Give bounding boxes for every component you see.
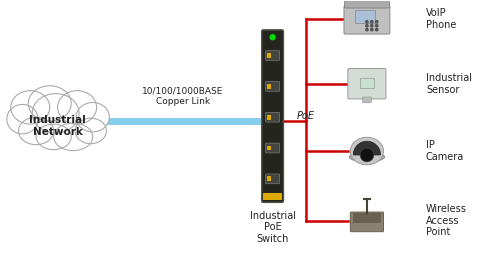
- FancyBboxPatch shape: [344, 0, 389, 8]
- Circle shape: [370, 25, 373, 27]
- Circle shape: [366, 28, 368, 31]
- Ellipse shape: [7, 104, 38, 134]
- Ellipse shape: [57, 91, 97, 124]
- FancyBboxPatch shape: [266, 82, 280, 91]
- FancyBboxPatch shape: [350, 212, 384, 232]
- Ellipse shape: [350, 137, 384, 165]
- FancyBboxPatch shape: [267, 146, 271, 150]
- Circle shape: [270, 35, 275, 40]
- Ellipse shape: [11, 91, 50, 124]
- Ellipse shape: [32, 94, 79, 133]
- Circle shape: [360, 148, 374, 162]
- Text: Industrial
PoE
Switch: Industrial PoE Switch: [250, 211, 296, 244]
- FancyBboxPatch shape: [360, 78, 374, 88]
- Ellipse shape: [75, 118, 106, 144]
- Circle shape: [366, 25, 368, 27]
- Text: Industrial
Sensor: Industrial Sensor: [426, 73, 472, 94]
- FancyBboxPatch shape: [363, 97, 371, 103]
- Text: Wireless
Access
Point: Wireless Access Point: [426, 204, 467, 237]
- Ellipse shape: [36, 124, 71, 150]
- Text: IP
Camera: IP Camera: [426, 140, 464, 162]
- Text: 10/100/1000BASE
Copper Link: 10/100/1000BASE Copper Link: [142, 86, 224, 106]
- Wedge shape: [353, 141, 381, 155]
- FancyBboxPatch shape: [266, 112, 280, 122]
- Circle shape: [375, 21, 378, 23]
- Text: Industrial
Network: Industrial Network: [29, 115, 86, 137]
- FancyBboxPatch shape: [267, 115, 271, 120]
- Ellipse shape: [18, 117, 54, 145]
- Ellipse shape: [28, 86, 71, 121]
- FancyBboxPatch shape: [266, 143, 280, 153]
- Ellipse shape: [54, 123, 93, 151]
- Circle shape: [366, 21, 368, 23]
- FancyBboxPatch shape: [267, 53, 271, 58]
- FancyBboxPatch shape: [355, 10, 375, 23]
- FancyBboxPatch shape: [348, 69, 386, 99]
- Ellipse shape: [76, 102, 109, 132]
- Circle shape: [370, 28, 373, 31]
- Text: PoE: PoE: [297, 111, 315, 121]
- Ellipse shape: [349, 152, 384, 162]
- FancyBboxPatch shape: [267, 84, 271, 89]
- FancyBboxPatch shape: [262, 30, 284, 202]
- Text: VoIP
Phone: VoIP Phone: [426, 8, 456, 30]
- FancyBboxPatch shape: [263, 193, 282, 200]
- Circle shape: [375, 28, 378, 31]
- FancyBboxPatch shape: [267, 177, 271, 181]
- Circle shape: [370, 21, 373, 23]
- FancyBboxPatch shape: [266, 174, 280, 184]
- Circle shape: [375, 25, 378, 27]
- FancyBboxPatch shape: [344, 6, 390, 34]
- FancyBboxPatch shape: [353, 213, 381, 223]
- FancyBboxPatch shape: [266, 51, 280, 60]
